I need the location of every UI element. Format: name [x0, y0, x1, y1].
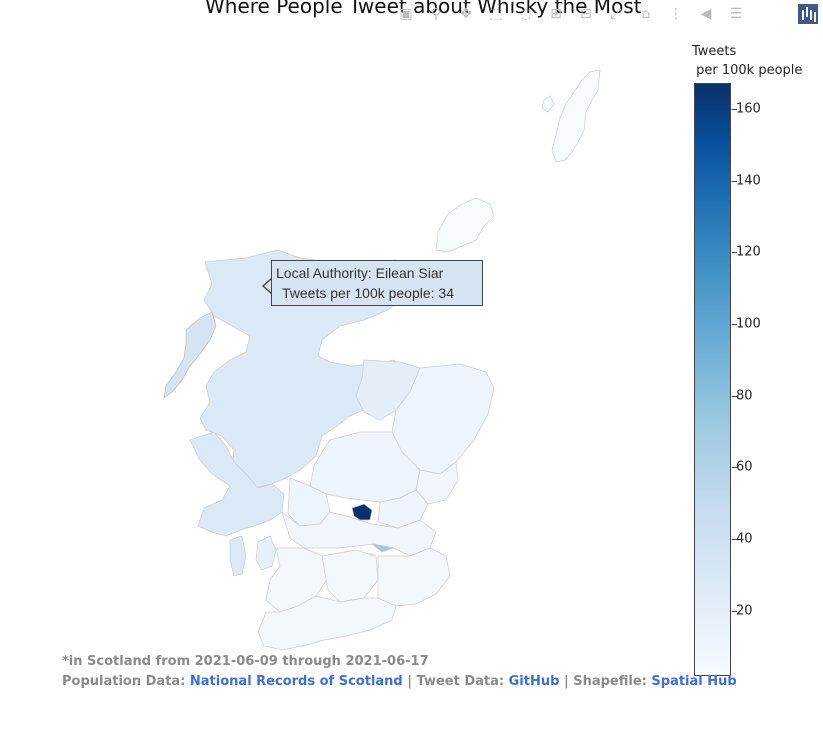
spike-lines-icon[interactable]: ⋮ [669, 6, 683, 22]
colorbar-tick [732, 109, 737, 111]
footer-note: *in Scotland from 2021-06-09 through 202… [62, 654, 429, 669]
shapefile-label: | Shapefile: [559, 674, 652, 689]
population-data-label: Population Data: [62, 674, 190, 689]
colorbar-tick [732, 323, 737, 325]
colorbar-tick [732, 610, 737, 612]
region-argyll-and-bute[interactable] [189, 431, 285, 537]
region-scottish-borders[interactable] [377, 547, 451, 607]
lasso-select-icon[interactable]: ◌ [519, 6, 533, 22]
zoom-out-icon[interactable]: ⊟ [580, 6, 592, 22]
tooltip-pointer-fill [264, 279, 272, 293]
colorbar-tick [732, 538, 737, 540]
camera-icon[interactable]: ▣ [399, 6, 413, 22]
region-moray[interactable] [355, 359, 421, 421]
region-clackmannanshire[interactable] [351, 503, 373, 521]
colorbar-title: Tweets per 100k people [692, 42, 802, 80]
colorbar-title-line1: Tweets [692, 44, 737, 59]
colorbar-tick [732, 252, 737, 254]
region-fife[interactable] [377, 489, 429, 529]
colorbar-tick [732, 395, 737, 397]
region-eilean-siar[interactable] [163, 311, 217, 399]
region-arran[interactable] [255, 535, 277, 571]
colorbar-tick-label: 160 [736, 101, 761, 117]
plotly-logo-icon[interactable] [798, 4, 818, 24]
colorbar-tick-label: 100 [736, 316, 761, 332]
pan-icon[interactable]: ✥ [460, 6, 472, 22]
github-link[interactable]: GitHub [508, 674, 560, 689]
colorbar-tick-label: 60 [736, 459, 753, 475]
region-south-lanarkshire[interactable] [321, 549, 379, 603]
colorbar-tick-label: 140 [736, 173, 761, 189]
footer-sources: Population Data: National Records of Sco… [62, 674, 737, 689]
region-shetland-north[interactable] [541, 95, 555, 113]
zoom-icon[interactable]: ⚲ [430, 6, 442, 22]
hover-tooltip: Local Authority: Eilean Siar Tweets per … [271, 260, 483, 306]
tweet-data-label: | Tweet Data: [402, 674, 509, 689]
colorbar-tick-label: 40 [736, 531, 753, 547]
colorbar-tick-label: 80 [736, 388, 753, 404]
zoom-in-icon[interactable]: ⊞ [550, 6, 562, 22]
spatial-hub-link[interactable]: Spatial Hub [651, 674, 737, 689]
autoscale-icon[interactable]: ⤢ [610, 6, 622, 22]
region-shetland-islands[interactable] [551, 69, 601, 163]
colorbar-tick [732, 467, 737, 469]
box-select-icon[interactable]: ⬚ [489, 6, 503, 22]
national-records-link[interactable]: National Records of Scotland [189, 674, 403, 689]
region-dumfries-and-galloway[interactable] [257, 595, 397, 651]
tooltip-line-value: Tweets per 100k people: 34 [282, 285, 455, 301]
colorbar [694, 83, 731, 676]
region-kintyre[interactable] [229, 535, 247, 577]
modebar: ▣ ⚲ ✥ ⬚ ◌ ⊞ ⊟ ⤢ ⌂ ⋮ ◀ ☰ [396, 4, 756, 26]
region-orkney-islands[interactable] [435, 197, 495, 253]
colorbar-tick-label: 120 [736, 244, 761, 260]
hover-closest-icon[interactable]: ◀ [700, 6, 712, 22]
reset-axes-icon[interactable]: ⌂ [641, 6, 651, 22]
tooltip-line-region: Local Authority: Eilean Siar [276, 265, 444, 281]
hover-compare-icon[interactable]: ☰ [729, 6, 743, 22]
chart-title: Where People Tweet about Whisky the Most [205, 0, 642, 18]
colorbar-tick-label: 20 [736, 603, 753, 619]
colorbar-title-line2: per 100k people [692, 63, 803, 78]
colorbar-tick [732, 180, 737, 182]
